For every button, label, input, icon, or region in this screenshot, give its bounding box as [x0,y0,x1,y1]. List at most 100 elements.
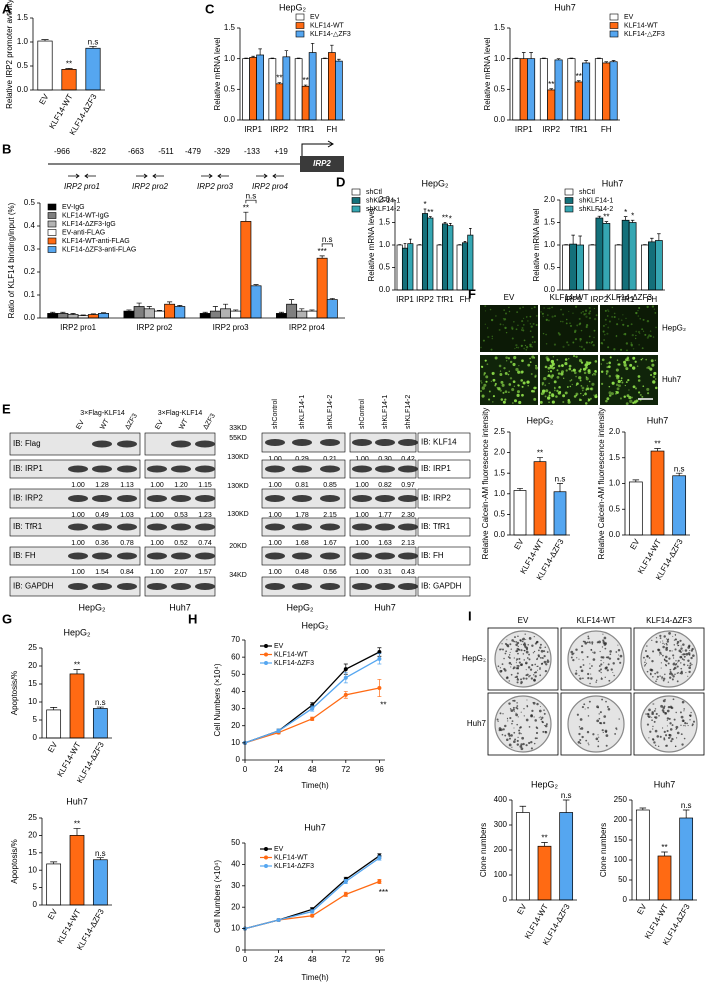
y-tick-label: 400 [494,795,508,804]
colony [605,744,608,747]
colony [683,737,686,740]
colony [597,740,600,743]
cell-spot [542,315,545,318]
y-tick-label: 0.5 [379,263,391,272]
bar [461,242,469,291]
cell-spot [500,398,504,401]
colony [508,737,511,740]
cell-spot [626,324,629,327]
colony [587,706,589,709]
cell-spot [481,386,485,390]
colony [692,720,696,723]
colony [598,713,600,715]
cell-spot [487,335,490,339]
cell-spot [546,314,549,316]
cell-spot [495,315,497,317]
x-tick-label: IRP1 [564,295,582,304]
colony [652,675,654,678]
cell-spot [623,360,627,364]
colony [543,654,546,658]
blot-band [352,552,372,560]
colony [677,661,679,663]
colony [521,638,524,640]
colony [525,669,527,671]
y-tick-label: 1.5 [17,13,29,22]
bar [467,234,474,291]
cell-spot [588,341,591,344]
cell-spot [532,322,535,325]
legend-label: KLF14-ΔZF3 [274,863,314,870]
cell-spot [485,380,488,383]
colony [598,665,601,667]
colony [520,643,522,645]
colony [662,645,665,649]
cell-spot [564,391,568,395]
colony [528,653,530,656]
blot-band [265,439,285,446]
cell-spot [654,386,658,390]
cell-spot [635,330,638,333]
colony [528,726,531,728]
y-tick-label: 30 [231,881,240,890]
cell-spot [646,336,649,339]
cell-spot [548,394,551,397]
cell-spot [522,381,526,385]
error-bar [329,298,335,300]
band-quantification: 1.00 [355,456,369,463]
cell-spot [508,383,512,386]
cell-spot [521,320,524,323]
colony [691,724,693,727]
colony [688,670,691,674]
colony [689,662,692,665]
colony [671,724,674,727]
legend-label: KLF14-△ZF3 [624,31,665,38]
colony [511,722,513,725]
colony [669,670,672,673]
cell-spot [594,360,598,363]
colony [663,705,666,708]
cell-spot [498,328,501,331]
cell-spot [638,391,641,394]
legend-swatch [47,229,57,236]
cell-spot [633,400,637,404]
significance-label: * [423,200,426,209]
significance-label: ** [243,203,249,212]
colony [612,671,614,673]
cell-spot [617,363,620,366]
cell-spot [545,389,549,393]
point [310,706,315,711]
cell-spot [519,307,522,310]
y-tick-label: 100 [614,855,628,864]
cell-spot [583,313,586,316]
colony [517,645,519,648]
bar [602,62,611,121]
error-bar [65,68,73,70]
cell-spot [503,309,505,311]
cell-spot [567,344,570,347]
error-bar [449,223,452,226]
cell-spot [616,387,620,391]
cell-spot [516,390,520,394]
cell-spot [641,328,644,331]
bar [628,222,637,291]
blot-row-label: IB: Flag [13,439,41,448]
cell-spot [557,332,560,334]
colony [597,734,599,736]
colony [508,702,511,705]
cell-spot [529,323,532,325]
colony [681,700,685,704]
cell-spot [521,393,524,397]
colony [511,639,514,642]
point [310,913,315,918]
cell-spot [522,306,524,308]
bar [533,461,547,536]
colony [501,733,504,736]
colony [533,674,535,676]
bar [294,58,303,121]
colony [599,650,601,653]
cell-spot [506,360,508,362]
cell-spot [551,362,555,366]
colony [512,706,515,709]
colony [676,642,679,645]
colony [659,641,661,643]
